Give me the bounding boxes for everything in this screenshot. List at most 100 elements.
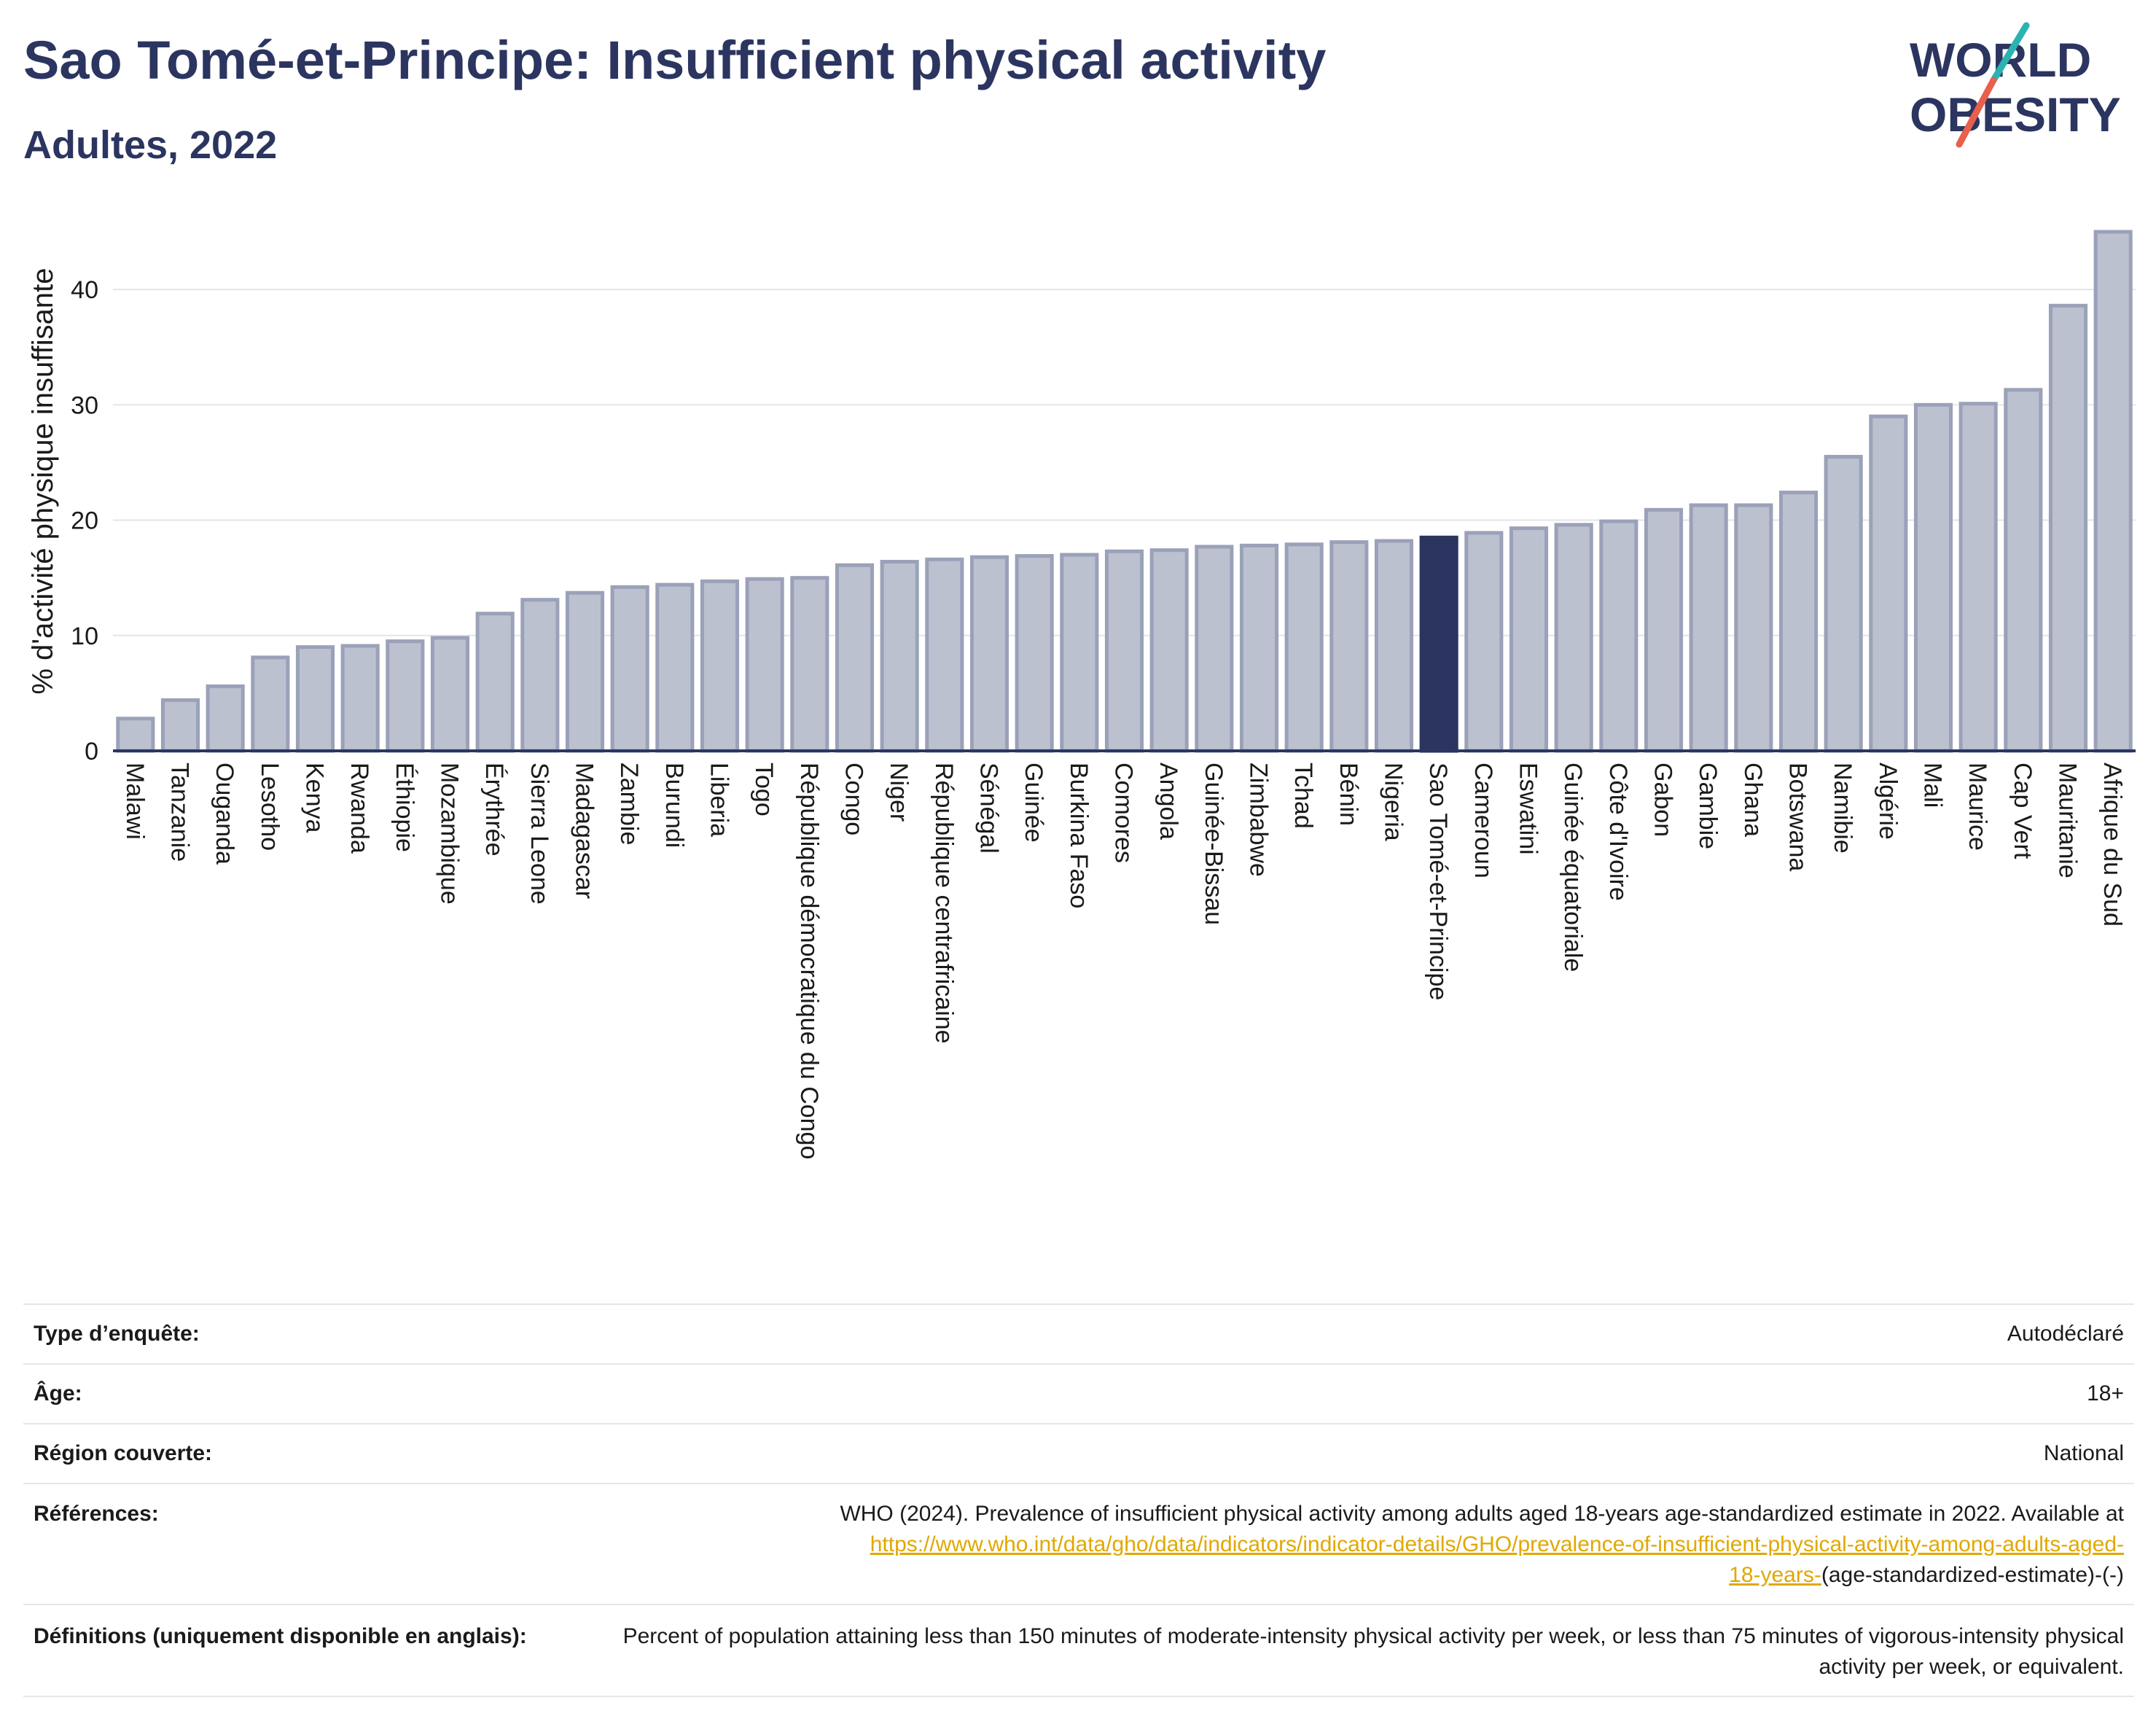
y-axis-label: % d'activité physique insuffisante: [27, 268, 59, 694]
bar: [1554, 523, 1593, 753]
x-tick-label: Ghana: [1739, 763, 1767, 837]
x-tick-label: Botswana: [1784, 763, 1812, 871]
bar: [1015, 554, 1054, 753]
x-tick-label: Malawi: [121, 763, 149, 840]
references-link-cont[interactable]: 18-years-: [1729, 1563, 1821, 1587]
bar: [1060, 553, 1099, 753]
y-tick-label: 30: [71, 391, 98, 419]
bar: [295, 645, 335, 753]
x-tick-label: Kenya: [301, 763, 329, 833]
x-tick-label: Liberia: [706, 763, 733, 837]
bar: [1419, 535, 1458, 753]
bar: [1149, 548, 1189, 753]
logo-line2: OBESITY: [1910, 87, 2121, 141]
x-tick-label: Angola: [1155, 763, 1182, 840]
x-tick-label: Zimbabwe: [1245, 763, 1273, 877]
info-row-survey-type: Type d’enquête: Autodéclaré: [23, 1305, 2134, 1365]
bar: [745, 577, 784, 753]
info-label: Région couverte:: [34, 1441, 213, 1465]
bar: [1689, 503, 1728, 753]
bar: [1913, 402, 1953, 753]
x-tick-label: Niger: [885, 763, 913, 822]
x-tick-label: Mali: [1919, 763, 1947, 808]
x-tick-label: Gambie: [1694, 763, 1722, 849]
x-tick-label: Côte d'Ivoire: [1604, 763, 1632, 901]
y-tick-label: 10: [71, 623, 98, 650]
definitions-value: Percent of population attaining less tha…: [622, 1624, 2124, 1679]
logo-slash-coral: [1956, 77, 1997, 148]
x-tick-label: Guinée-Bissau: [1200, 763, 1227, 925]
bar: [1509, 526, 1549, 753]
x-tick-label: Tchad: [1289, 763, 1317, 829]
x-tick-label: Comores: [1110, 763, 1138, 863]
x-tick-label: Mozambique: [436, 763, 464, 905]
bar: [160, 698, 200, 753]
references-link[interactable]: https://www.who.int/data/gho/data/indica…: [870, 1532, 2124, 1556]
bar: [1778, 491, 1819, 753]
bar-chart: 0 10 20 30 40 % d'activité physique insuffisa…: [27, 230, 2136, 1159]
logo-slash-teal: [1990, 22, 2030, 84]
x-tick-label: Afrique du Sud: [2098, 763, 2126, 927]
bar: [925, 557, 964, 753]
bar: [1734, 503, 1773, 753]
x-tick-label: Gabon: [1649, 763, 1677, 837]
x-tick-label: Cameroun: [1469, 763, 1497, 878]
y-tick-label: 40: [71, 276, 98, 304]
references-text: WHO (2024). Prevalence of insufficient p…: [840, 1502, 2124, 1526]
bar: [700, 579, 740, 753]
info-table: Type d’enquête: Autodéclaré Âge: 18+ Rég…: [23, 1303, 2134, 1697]
references-suffix: (age-standardized-estimate)-(-): [1821, 1563, 2124, 1587]
bar: [790, 576, 829, 753]
x-tick-label: Guinée: [1020, 763, 1047, 843]
x-tick-label: Sao Tomé-et-Principe: [1424, 763, 1452, 1000]
bar: [1599, 519, 1639, 753]
info-label: Références:: [34, 1502, 159, 1526]
bar: [565, 590, 605, 753]
bar: [475, 612, 515, 753]
x-tick-label: République démocratique du Congo: [795, 763, 823, 1159]
info-row-definitions: Définitions (uniquement disponible en an…: [23, 1605, 2134, 1697]
x-tick-label: Sénégal: [975, 763, 1003, 854]
references-value: WHO (2024). Prevalence of insufficient p…: [534, 1499, 2134, 1591]
bar: [1374, 539, 1414, 753]
page-title: Sao Tomé-et-Principe: Insufficient physi…: [23, 30, 1327, 90]
x-tick-label: Burundi: [660, 763, 688, 848]
info-value: National: [2043, 1441, 2124, 1465]
x-tick-label: Namibie: [1829, 763, 1856, 854]
logo-line1: WORLD: [1910, 33, 2091, 87]
x-tick-label: Madagascar: [571, 763, 598, 899]
info-value: Autodéclaré: [2007, 1322, 2124, 1346]
x-tick-label: Zambie: [615, 763, 643, 845]
bar: [1104, 549, 1144, 753]
bar: [2093, 230, 2133, 753]
x-tick-label: République centrafricaine: [930, 763, 958, 1044]
x-tick-label: Nigeria: [1380, 763, 1407, 841]
info-row-region: Région couverte: National: [23, 1424, 2134, 1484]
page-subtitle: Adultes, 2022: [23, 123, 278, 167]
bar: [1869, 414, 1908, 753]
y-tick-label: 20: [71, 507, 98, 535]
x-tick-label: Algérie: [1874, 763, 1902, 840]
bar: [520, 598, 560, 753]
x-tick-label: Cap Vert: [2009, 763, 2036, 859]
bar: [1644, 507, 1684, 753]
info-row-age: Âge: 18+: [23, 1365, 2134, 1424]
bar: [835, 563, 875, 753]
bar: [655, 582, 695, 753]
bar: [2004, 388, 2043, 753]
info-label: Définitions (uniquement disponible en an…: [34, 1624, 527, 1648]
bar: [206, 684, 245, 753]
x-tick-label: Guinée équatoriale: [1559, 763, 1587, 972]
bar: [1958, 402, 1998, 753]
x-tick-label: Maurice: [1964, 763, 1991, 851]
x-tick-label: Mauritanie: [2054, 763, 2082, 878]
x-tick-label: Burkina Faso: [1065, 763, 1093, 908]
bar: [1329, 540, 1369, 753]
info-value: 18+: [2087, 1381, 2124, 1405]
bar: [1824, 455, 1863, 753]
x-tick-label: Sierra Leone: [526, 763, 553, 905]
bar: [386, 639, 425, 753]
info-row-references: Références: WHO (2024). Prevalence of in…: [23, 1484, 2134, 1605]
bar: [116, 717, 155, 753]
x-tick-label: Rwanda: [345, 763, 373, 854]
